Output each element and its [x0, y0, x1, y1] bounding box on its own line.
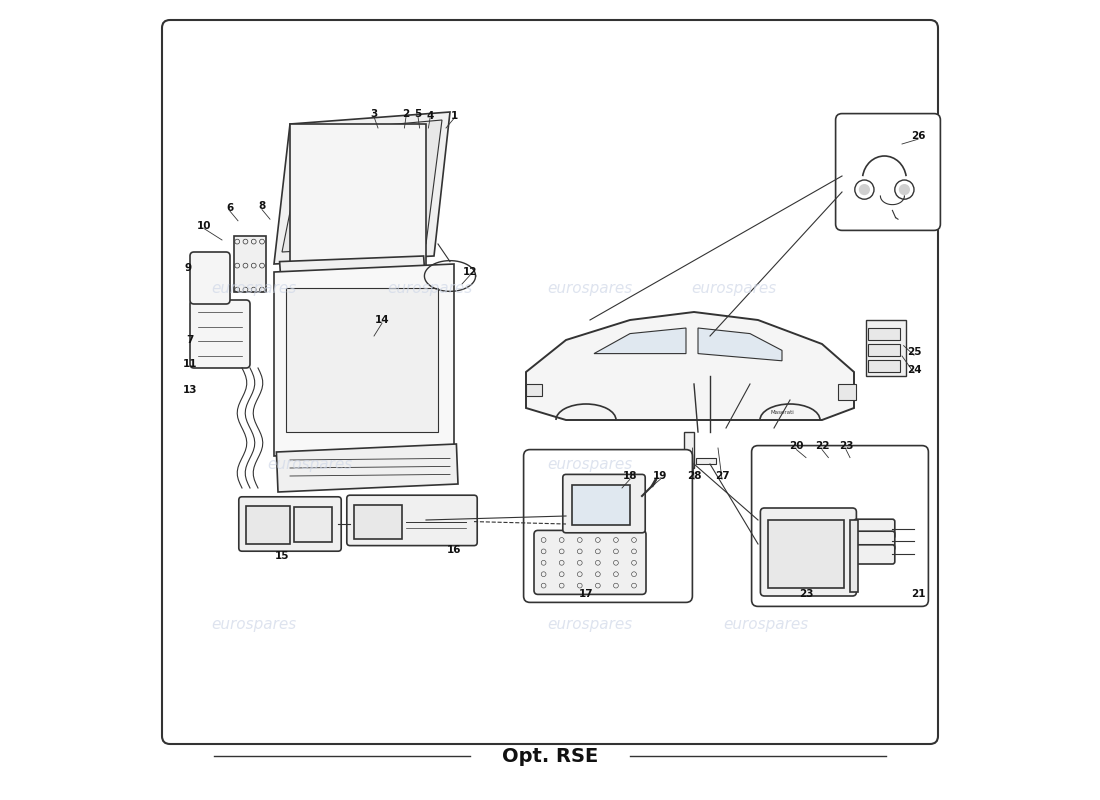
Text: 6: 6 [227, 203, 233, 213]
FancyBboxPatch shape [524, 450, 692, 602]
Text: 28: 28 [686, 471, 702, 481]
Text: 23: 23 [838, 442, 854, 451]
Text: 12: 12 [463, 267, 477, 277]
Polygon shape [698, 328, 782, 361]
FancyBboxPatch shape [346, 495, 477, 546]
Polygon shape [282, 120, 442, 252]
Text: 7: 7 [186, 335, 194, 345]
Bar [695, 458, 716, 464]
Bar [868, 328, 901, 340]
FancyBboxPatch shape [534, 530, 646, 594]
Circle shape [859, 184, 870, 195]
Bar [290, 124, 426, 276]
Bar [769, 520, 845, 588]
FancyBboxPatch shape [751, 446, 928, 606]
Polygon shape [276, 444, 458, 492]
Text: 14: 14 [375, 315, 389, 325]
FancyBboxPatch shape [836, 114, 940, 230]
FancyBboxPatch shape [760, 508, 857, 596]
Text: 13: 13 [183, 386, 197, 395]
Bar [684, 432, 694, 468]
Text: Opt. RSE: Opt. RSE [502, 746, 598, 766]
FancyBboxPatch shape [854, 545, 894, 564]
Text: 10: 10 [197, 221, 211, 230]
FancyBboxPatch shape [854, 531, 894, 550]
Text: 23: 23 [799, 589, 813, 598]
Text: 2: 2 [403, 110, 409, 119]
Text: eurospares: eurospares [211, 281, 297, 295]
Text: 11: 11 [183, 359, 197, 369]
Polygon shape [594, 328, 686, 354]
Text: 19: 19 [653, 471, 668, 481]
Bar [838, 384, 856, 400]
Text: 8: 8 [258, 202, 265, 211]
Text: 26: 26 [911, 131, 925, 141]
Bar [866, 320, 906, 376]
Text: 17: 17 [579, 589, 593, 598]
Bar [868, 344, 901, 356]
Bar [294, 507, 332, 542]
Text: 21: 21 [911, 589, 925, 598]
Polygon shape [526, 312, 854, 420]
Text: 1: 1 [450, 111, 458, 121]
Text: eurospares: eurospares [548, 281, 632, 295]
Text: eurospares: eurospares [267, 457, 353, 471]
Text: eurospares: eurospares [692, 281, 777, 295]
Bar [850, 520, 858, 592]
Polygon shape [274, 112, 450, 264]
Text: 4: 4 [427, 111, 433, 121]
Text: 15: 15 [275, 551, 289, 561]
FancyBboxPatch shape [190, 252, 230, 304]
Text: 25: 25 [906, 347, 922, 357]
Text: 18: 18 [623, 471, 637, 481]
Bar [572, 485, 630, 525]
Text: eurospares: eurospares [387, 281, 473, 295]
Circle shape [899, 184, 910, 195]
FancyBboxPatch shape [854, 519, 894, 538]
Bar [526, 384, 542, 396]
Text: eurospares: eurospares [548, 617, 632, 631]
Text: 9: 9 [185, 263, 192, 273]
Polygon shape [279, 256, 426, 296]
Bar [286, 288, 438, 432]
Bar [868, 360, 901, 372]
Bar [234, 236, 266, 292]
Text: 5: 5 [415, 110, 421, 119]
FancyBboxPatch shape [162, 20, 938, 744]
FancyBboxPatch shape [239, 497, 341, 551]
Bar [354, 505, 402, 539]
Text: 3: 3 [371, 110, 377, 119]
Text: 20: 20 [789, 442, 804, 451]
FancyBboxPatch shape [563, 474, 646, 533]
Text: 16: 16 [447, 546, 461, 555]
Text: eurospares: eurospares [724, 617, 808, 631]
Text: Maserati: Maserati [770, 410, 794, 415]
Text: 24: 24 [906, 365, 922, 374]
Text: 22: 22 [815, 442, 829, 451]
Text: eurospares: eurospares [211, 617, 297, 631]
Text: 27: 27 [715, 471, 729, 481]
Polygon shape [274, 264, 454, 456]
Bar [246, 506, 290, 544]
FancyBboxPatch shape [190, 300, 250, 368]
Text: eurospares: eurospares [548, 457, 632, 471]
